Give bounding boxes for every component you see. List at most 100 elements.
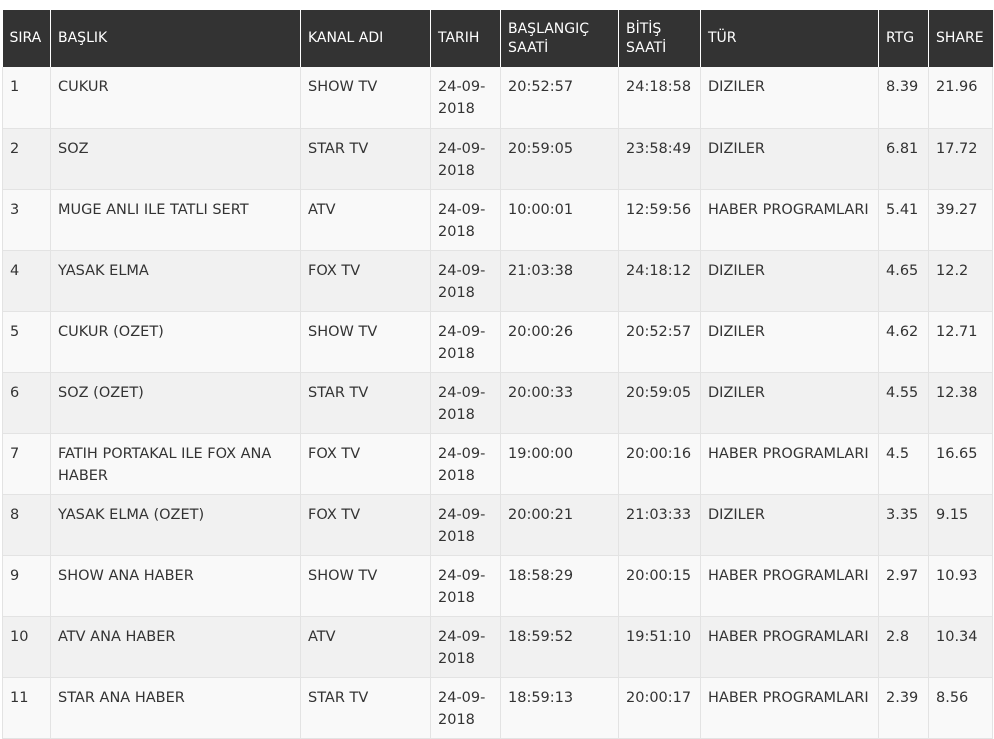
- cell-bitis: 21:03:33: [618, 494, 701, 556]
- cell-share: 39.27: [928, 189, 993, 251]
- cell-tur: HABER PROGRAMLARI: [700, 555, 879, 617]
- table-row: 7 FATIH PORTAKAL ILE FOX ANA HABER FOX T…: [2, 433, 993, 495]
- cell-baslangic: 20:52:57: [500, 67, 619, 129]
- table-row: 6 SOZ (OZET) STAR TV 24-09-2018 20:00:33…: [2, 372, 993, 434]
- table-row: 2 SOZ STAR TV 24-09-2018 20:59:05 23:58:…: [2, 128, 993, 190]
- cell-tur: DIZILER: [700, 494, 879, 556]
- cell-share: 12.38: [928, 372, 993, 434]
- cell-baslangic: 21:03:38: [500, 250, 619, 312]
- cell-baslangic: 20:00:26: [500, 311, 619, 373]
- header-kanal-adi: KANAL ADI: [300, 10, 431, 67]
- cell-tur: DIZILER: [700, 67, 879, 129]
- table-row: 4 YASAK ELMA FOX TV 24-09-2018 21:03:38 …: [2, 250, 993, 312]
- cell-baslik: MUGE ANLI ILE TATLI SERT: [50, 189, 301, 251]
- cell-share: 17.72: [928, 128, 993, 190]
- cell-bitis: 19:51:10: [618, 616, 701, 678]
- header-baslangic-saati: BAŞLANGIÇ SAATİ: [500, 10, 619, 67]
- cell-tur: HABER PROGRAMLARI: [700, 433, 879, 495]
- cell-tarih: 24-09-2018: [430, 311, 501, 373]
- cell-share: 8.56: [928, 677, 993, 739]
- table-body: 1 CUKUR SHOW TV 24-09-2018 20:52:57 24:1…: [2, 67, 993, 739]
- cell-bitis: 20:00:17: [618, 677, 701, 739]
- cell-tarih: 24-09-2018: [430, 67, 501, 129]
- cell-kanal: STAR TV: [300, 677, 431, 739]
- cell-rtg: 4.65: [878, 250, 929, 312]
- cell-sira: 3: [2, 189, 51, 251]
- cell-baslik: YASAK ELMA: [50, 250, 301, 312]
- cell-baslangic: 18:58:29: [500, 555, 619, 617]
- cell-sira: 6: [2, 372, 51, 434]
- cell-share: 16.65: [928, 433, 993, 495]
- header-tur: TÜR: [700, 10, 879, 67]
- header-row: SIRA BAŞLIK KANAL ADI TARIH BAŞLANGIÇ SA…: [2, 10, 993, 67]
- cell-tur: DIZILER: [700, 128, 879, 190]
- cell-bitis: 23:58:49: [618, 128, 701, 190]
- cell-tur: DIZILER: [700, 311, 879, 373]
- cell-sira: 4: [2, 250, 51, 312]
- cell-baslik: SOZ (OZET): [50, 372, 301, 434]
- cell-bitis: 20:00:16: [618, 433, 701, 495]
- table-row: 8 YASAK ELMA (OZET) FOX TV 24-09-2018 20…: [2, 494, 993, 556]
- header-rtg: RTG: [878, 10, 929, 67]
- table-row: 10 ATV ANA HABER ATV 24-09-2018 18:59:52…: [2, 616, 993, 678]
- header-sira: SIRA: [2, 10, 51, 67]
- cell-tur: HABER PROGRAMLARI: [700, 677, 879, 739]
- cell-rtg: 4.55: [878, 372, 929, 434]
- table-row: 3 MUGE ANLI ILE TATLI SERT ATV 24-09-201…: [2, 189, 993, 251]
- cell-bitis: 12:59:56: [618, 189, 701, 251]
- cell-kanal: ATV: [300, 616, 431, 678]
- cell-rtg: 2.97: [878, 555, 929, 617]
- cell-tarih: 24-09-2018: [430, 128, 501, 190]
- cell-baslangic: 20:00:21: [500, 494, 619, 556]
- cell-baslangic: 19:00:00: [500, 433, 619, 495]
- cell-kanal: SHOW TV: [300, 311, 431, 373]
- cell-sira: 8: [2, 494, 51, 556]
- cell-tarih: 24-09-2018: [430, 494, 501, 556]
- cell-kanal: STAR TV: [300, 372, 431, 434]
- cell-share: 12.2: [928, 250, 993, 312]
- table-row: 11 STAR ANA HABER STAR TV 24-09-2018 18:…: [2, 677, 993, 739]
- cell-share: 21.96: [928, 67, 993, 129]
- cell-share: 9.15: [928, 494, 993, 556]
- cell-share: 12.71: [928, 311, 993, 373]
- cell-baslangic: 18:59:13: [500, 677, 619, 739]
- header-share: SHARE: [928, 10, 993, 67]
- cell-baslik: SOZ: [50, 128, 301, 190]
- cell-baslangic: 18:59:52: [500, 616, 619, 678]
- header-baslik: BAŞLIK: [50, 10, 301, 67]
- cell-bitis: 24:18:58: [618, 67, 701, 129]
- cell-share: 10.93: [928, 555, 993, 617]
- cell-share: 10.34: [928, 616, 993, 678]
- cell-sira: 5: [2, 311, 51, 373]
- ratings-table-container: SIRA BAŞLIK KANAL ADI TARIH BAŞLANGIÇ SA…: [2, 10, 993, 739]
- cell-tur: HABER PROGRAMLARI: [700, 616, 879, 678]
- cell-kanal: FOX TV: [300, 250, 431, 312]
- cell-rtg: 2.8: [878, 616, 929, 678]
- table-row: 1 CUKUR SHOW TV 24-09-2018 20:52:57 24:1…: [2, 67, 993, 129]
- cell-kanal: ATV: [300, 189, 431, 251]
- table-row: 9 SHOW ANA HABER SHOW TV 24-09-2018 18:5…: [2, 555, 993, 617]
- cell-bitis: 20:52:57: [618, 311, 701, 373]
- cell-baslik: CUKUR: [50, 67, 301, 129]
- cell-baslik: SHOW ANA HABER: [50, 555, 301, 617]
- cell-kanal: SHOW TV: [300, 67, 431, 129]
- cell-tarih: 24-09-2018: [430, 372, 501, 434]
- cell-rtg: 3.35: [878, 494, 929, 556]
- cell-baslik: FATIH PORTAKAL ILE FOX ANA HABER: [50, 433, 301, 495]
- cell-tarih: 24-09-2018: [430, 677, 501, 739]
- cell-tarih: 24-09-2018: [430, 555, 501, 617]
- table-header: SIRA BAŞLIK KANAL ADI TARIH BAŞLANGIÇ SA…: [2, 10, 993, 67]
- ratings-table: SIRA BAŞLIK KANAL ADI TARIH BAŞLANGIÇ SA…: [2, 10, 993, 739]
- cell-baslik: ATV ANA HABER: [50, 616, 301, 678]
- cell-baslik: CUKUR (OZET): [50, 311, 301, 373]
- header-bitis-saati: BİTİŞ SAATİ: [618, 10, 701, 67]
- cell-sira: 7: [2, 433, 51, 495]
- cell-kanal: SHOW TV: [300, 555, 431, 617]
- cell-baslangic: 20:00:33: [500, 372, 619, 434]
- cell-rtg: 4.5: [878, 433, 929, 495]
- cell-sira: 11: [2, 677, 51, 739]
- cell-baslangic: 10:00:01: [500, 189, 619, 251]
- cell-tur: HABER PROGRAMLARI: [700, 189, 879, 251]
- cell-rtg: 5.41: [878, 189, 929, 251]
- cell-bitis: 20:00:15: [618, 555, 701, 617]
